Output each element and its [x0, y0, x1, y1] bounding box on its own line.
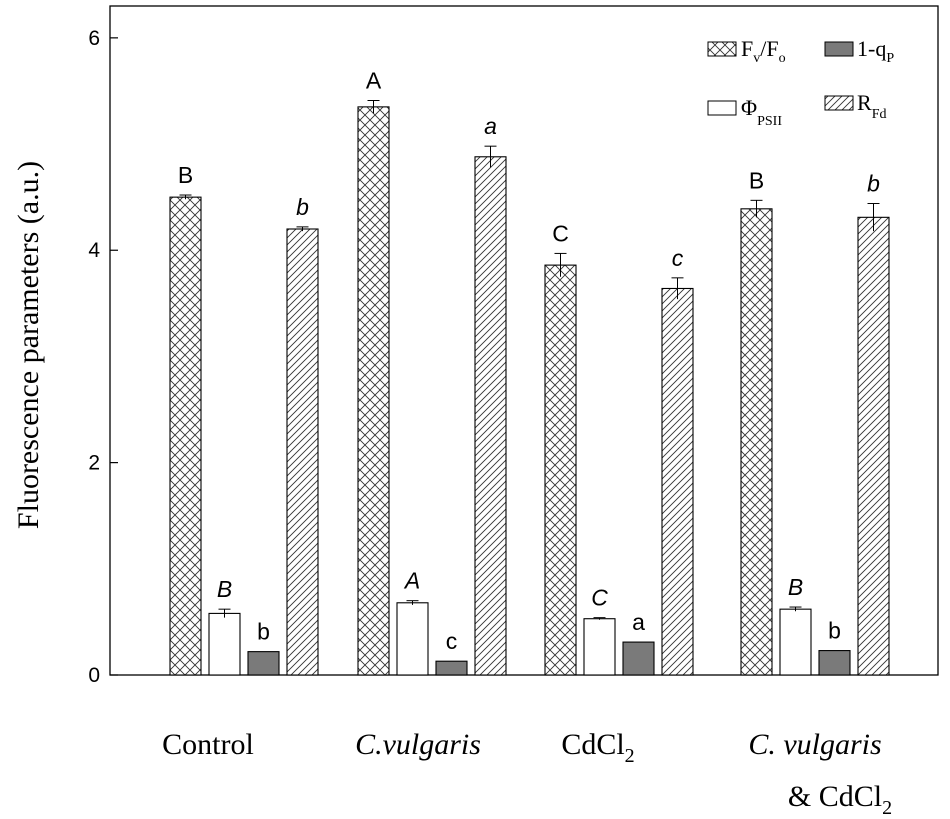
- legend-item-1-qp: 1-qP: [824, 36, 894, 66]
- significance-letter: A: [403, 568, 420, 594]
- plot-frame: [109, 5, 939, 676]
- significance-letter: b: [296, 194, 309, 220]
- significance-letter: c: [672, 245, 684, 271]
- legend-swatch-fv-fo: [707, 41, 737, 57]
- bar-ΦPSII-2: [583, 618, 616, 676]
- bar-RFd-1: [474, 156, 507, 676]
- significance-letter: B: [749, 167, 764, 193]
- legend-item-fv-fo: Fv/Fo: [707, 36, 786, 66]
- significance-letter: C: [552, 220, 569, 246]
- significance-letter: c: [446, 628, 458, 654]
- significance-letter: B: [217, 576, 232, 602]
- x-category-sub: 2: [882, 797, 892, 819]
- bar-ΦPSII-0: [208, 612, 241, 676]
- legend-item-phi-psii: ΦPSII: [707, 95, 782, 129]
- y-tick-label: 2: [88, 452, 100, 475]
- bar-1-qP-3: [818, 650, 851, 676]
- significance-letter: A: [366, 68, 382, 94]
- legend-item-rfd: RFd: [824, 90, 886, 122]
- bar-Fv/Fo-3: [740, 208, 773, 676]
- bar-Fv/Fo-2: [544, 264, 577, 676]
- x-category-text: C.vulgaris: [355, 728, 481, 761]
- significance-letter: b: [257, 619, 270, 645]
- bar-1-qP-2: [622, 641, 655, 676]
- y-tick-label: 4: [88, 239, 100, 262]
- x-category-text: CdCl: [561, 728, 624, 761]
- x-category-text: Control: [162, 728, 254, 761]
- y-tick-label: 0: [88, 664, 100, 687]
- significance-letter: B: [178, 162, 193, 188]
- bar-Fv/Fo-0: [169, 196, 202, 676]
- legend-swatch-1-qp: [824, 41, 854, 57]
- significance-letter: B: [788, 574, 803, 600]
- x-labels: Control C.vulgaris CdCl2 C. vulgaris& CdCl2: [162, 728, 892, 819]
- bars: B A C B B A C Bb c a b b a c b: [169, 68, 890, 676]
- legend-swatch-rfd: [824, 95, 854, 111]
- bar-RFd-2: [661, 287, 694, 676]
- x-category-text: C. vulgaris: [748, 728, 881, 761]
- legend-label-phi-psii: ΦPSII: [741, 95, 782, 129]
- bar-ΦPSII-3: [779, 608, 812, 676]
- x-category-label: CdCl2: [561, 728, 634, 767]
- y-ticks: 0 2 4 6: [88, 27, 118, 687]
- significance-letter: a: [632, 609, 645, 635]
- significance-letter: C: [591, 585, 608, 611]
- significance-letter: a: [484, 113, 497, 139]
- bar-1-qP-0: [247, 651, 280, 676]
- bar-RFd-3: [857, 216, 890, 676]
- legend-label-1-qp: 1-qP: [857, 36, 894, 66]
- bar-RFd-0: [286, 228, 319, 676]
- x-category-label: Control: [162, 728, 254, 761]
- legend-label-fv-fo: Fv/Fo: [741, 36, 786, 66]
- bar-Fv/Fo-1: [357, 106, 390, 676]
- bar-1-qP-1: [435, 660, 468, 676]
- x-category-label-line2: & CdCl2: [788, 780, 892, 819]
- x-category-label: C.vulgaris: [355, 728, 481, 761]
- significance-letter: b: [867, 171, 880, 197]
- x-category-label: C. vulgaris: [748, 728, 881, 761]
- bar-ΦPSII-1: [396, 602, 429, 676]
- legend-swatch-phi-psii: [707, 100, 737, 116]
- legend-label-rfd: RFd: [857, 90, 886, 122]
- x-category-text: & CdCl: [788, 780, 882, 813]
- y-axis-label: Fluorescence parameters (a.u.): [12, 161, 45, 529]
- y-tick-label: 6: [88, 27, 100, 50]
- significance-letter: b: [828, 618, 841, 644]
- x-category-sub: 2: [625, 745, 635, 767]
- legend: Fv/Fo 1-qP ΦPSII RFd: [707, 36, 894, 129]
